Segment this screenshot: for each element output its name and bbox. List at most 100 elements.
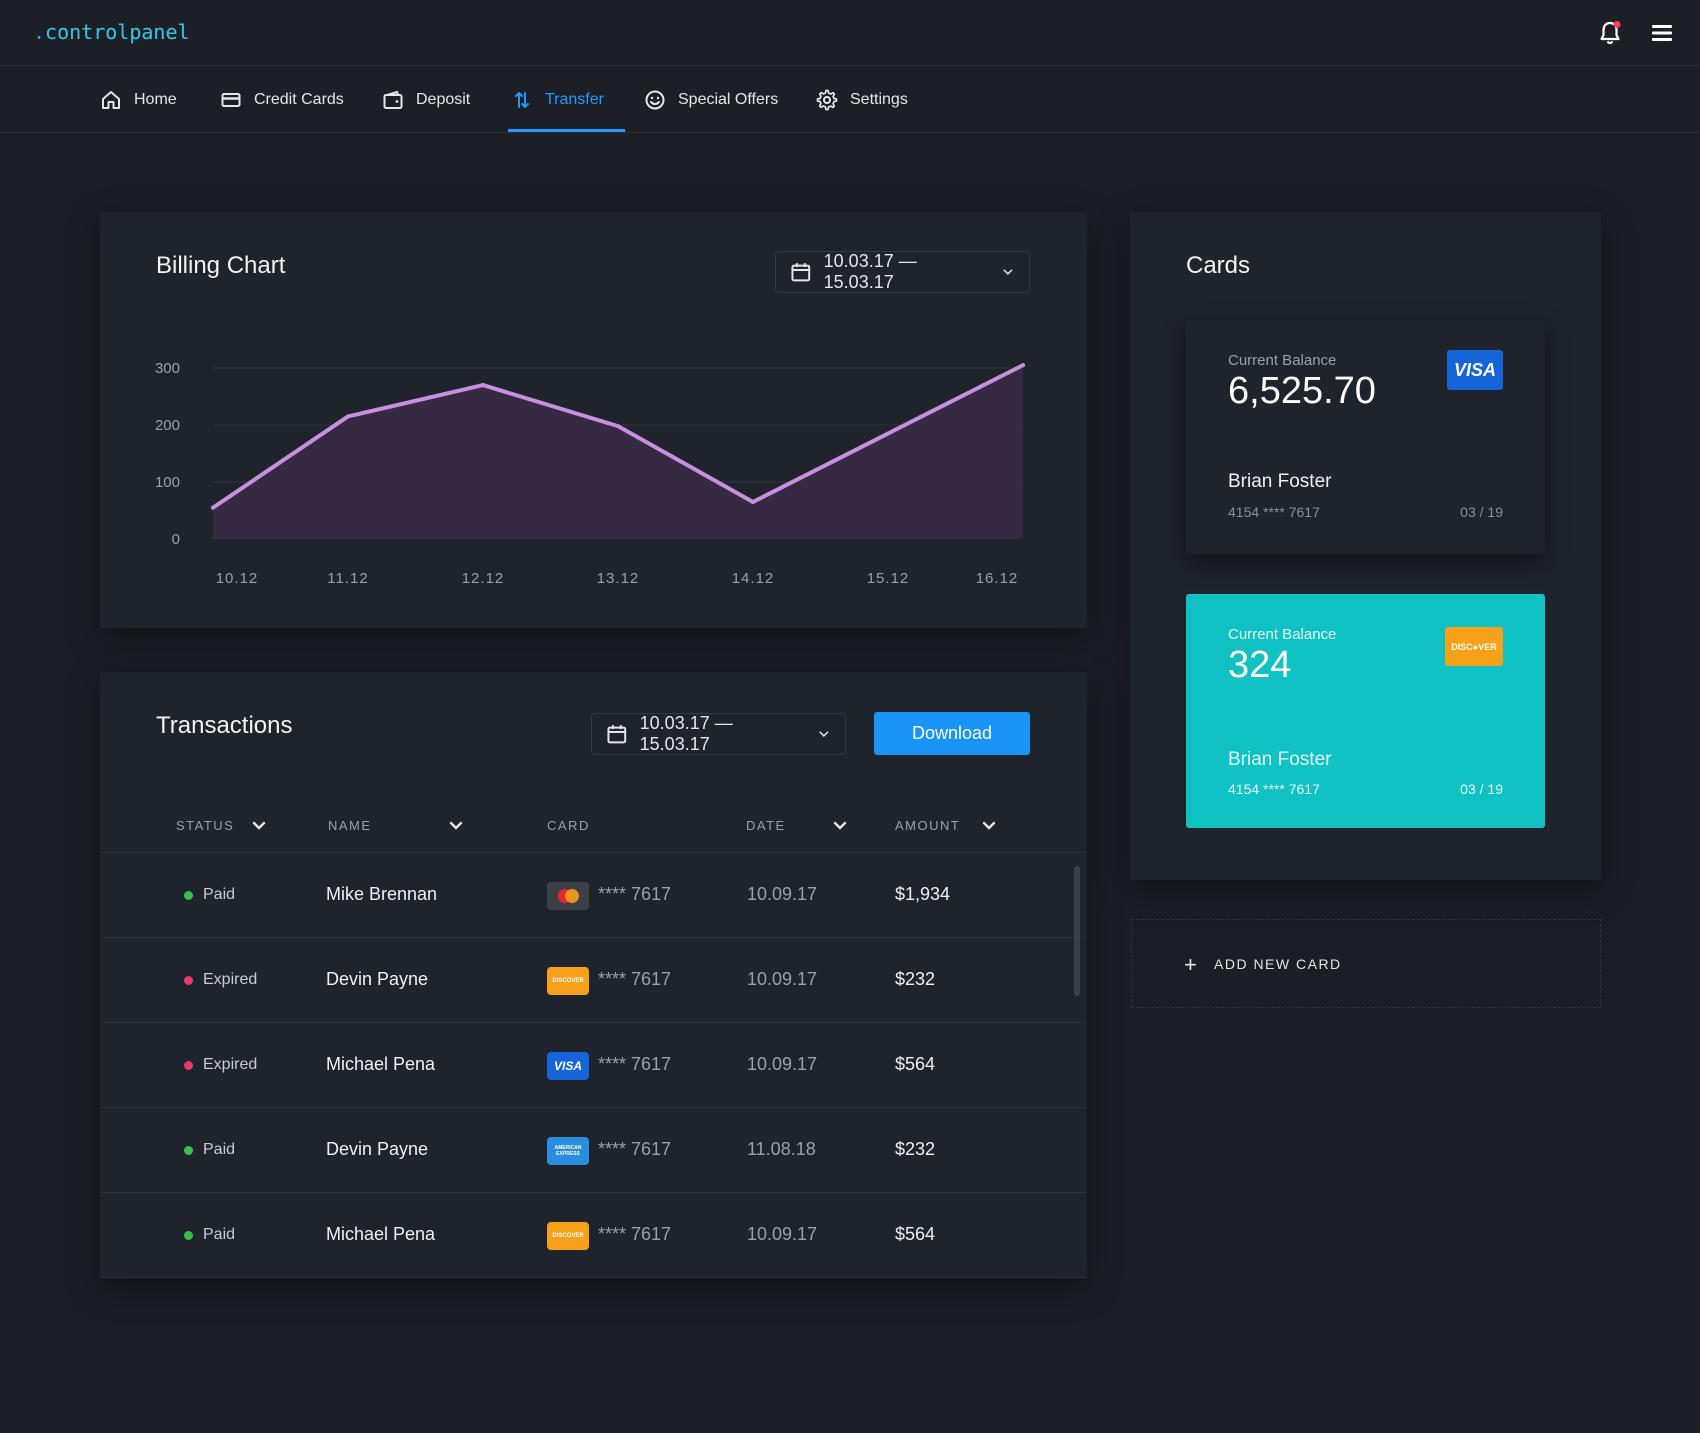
amount-sort-chevron-icon[interactable] — [981, 818, 997, 834]
chevron-down-icon — [1003, 269, 1013, 275]
nav-home-label: Home — [134, 90, 177, 108]
name-sort-chevron-icon[interactable] — [448, 818, 464, 834]
download-button[interactable]: Download — [874, 712, 1030, 755]
nav-settings-label: Settings — [850, 90, 908, 108]
card-number: **** 7617 — [598, 969, 672, 989]
date-sort-chevron-icon[interactable] — [832, 818, 848, 834]
nav-credit-cards[interactable]: Credit Cards — [220, 66, 344, 133]
table-scrollbar[interactable] — [1074, 866, 1080, 996]
transaction-date: 10.09.17 — [747, 969, 818, 989]
transfer-icon — [515, 91, 529, 108]
app-logo[interactable]: .controlpanel — [33, 20, 190, 44]
transactions-panel — [100, 672, 1087, 1278]
card-number: **** 7617 — [598, 1139, 672, 1159]
customer-name: Michael Pena — [326, 1054, 436, 1074]
column-header-date[interactable]: DATE — [746, 818, 786, 833]
gear-icon — [816, 89, 838, 110]
table-row[interactable]: Paid Mike Brennan **** 7617 10.09.17 $1,934 — [100, 852, 1087, 937]
chart-point — [886, 431, 890, 436]
card-balance-value: 6,525.70 — [1228, 370, 1376, 412]
customer-name: Michael Pena — [326, 1224, 436, 1244]
calendar-icon — [607, 725, 627, 744]
x-tick-label: 12.12 — [462, 570, 505, 587]
column-header-card: CARD — [547, 818, 590, 833]
top-bar: .controlpanel — [0, 0, 1700, 66]
chart-point — [616, 424, 620, 429]
status-text: Expired — [203, 1056, 258, 1073]
transactions-date-range-picker[interactable]: 10.03.17 — 15.03.17 — [591, 713, 846, 755]
main-nav: Home Credit Cards Deposit Transfer Speci… — [0, 66, 1700, 133]
transaction-amount: $564 — [895, 1224, 936, 1244]
y-tick-label: 200 — [155, 417, 180, 434]
status-text: Expired — [203, 971, 258, 988]
y-tick-label: 300 — [155, 360, 180, 377]
status-dot — [184, 891, 193, 900]
logo-text: controlpanel — [45, 20, 190, 44]
table-row[interactable]: Expired Devin Payne DISCOVER **** 7617 10.09… — [100, 937, 1087, 1022]
status-dot — [184, 976, 193, 985]
card-holder-name: Brian Foster — [1228, 471, 1332, 492]
x-tick-label: 14.12 — [732, 570, 775, 587]
hamburger-menu-icon[interactable] — [1650, 22, 1674, 44]
chart-point — [751, 499, 755, 504]
nav-transfer[interactable]: Transfer — [511, 66, 604, 133]
nav-special-offers-label: Special Offers — [678, 90, 779, 108]
x-tick-label: 15.12 — [867, 570, 910, 587]
transactions-date-range-text: 10.03.17 — 15.03.17 — [639, 713, 733, 754]
discover-logo: DISCOVER — [547, 967, 589, 995]
card-holder-name: Brian Foster — [1228, 749, 1332, 770]
column-header-amount[interactable]: AMOUNT — [895, 818, 961, 833]
transaction-date: 11.08.18 — [747, 1139, 816, 1159]
visa-card[interactable]: Current Balance 6,525.70 VISA Brian Fost… — [1186, 320, 1545, 554]
card-number: 4154 **** 7617 — [1228, 504, 1320, 520]
transactions-title: Transactions — [156, 712, 293, 739]
smiley-icon — [645, 90, 665, 109]
column-header-status[interactable]: STATUS — [176, 818, 235, 833]
table-bottom-border — [100, 1277, 1087, 1278]
card-number: 4154 **** 7617 — [1228, 781, 1320, 797]
add-new-card-button[interactable]: + ADD NEW CARD — [1131, 919, 1601, 1008]
card-balance-label: Current Balance — [1228, 352, 1337, 369]
status-sort-chevron-icon[interactable] — [251, 818, 267, 834]
table-row[interactable]: Paid Devin Payne AMERICAN EXPRESS **** 7617 1… — [100, 1107, 1087, 1192]
card-balance-label: Current Balance — [1228, 626, 1337, 643]
plus-icon: + — [1184, 952, 1197, 977]
transaction-amount: $232 — [895, 1139, 936, 1159]
visa-logo: VISA — [1447, 350, 1503, 390]
table-row[interactable]: Paid Michael Pena DISCOVER **** 7617 10.09.1… — [100, 1192, 1087, 1277]
status-text: Paid — [203, 1141, 236, 1158]
table-row[interactable]: Expired Michael Pena VISA **** 7617 10.09.17… — [100, 1022, 1087, 1107]
card-expiry: 03 / 19 — [1460, 781, 1503, 797]
calendar-icon — [791, 263, 811, 282]
add-new-card-label: ADD NEW CARD — [1214, 956, 1342, 972]
status-dot — [184, 1146, 193, 1155]
nav-deposit[interactable]: Deposit — [382, 66, 470, 133]
card-expiry: 03 / 19 — [1460, 504, 1503, 520]
billing-date-range-picker[interactable]: 10.03.17 — 15.03.17 — [775, 251, 1030, 293]
status-dot — [184, 1061, 193, 1070]
nav-credit-cards-label: Credit Cards — [254, 90, 344, 108]
x-tick-label: 11.12 — [327, 570, 368, 587]
nav-special-offers[interactable]: Special Offers — [644, 66, 778, 133]
chart-point — [346, 414, 350, 419]
card-balance-value: 324 — [1228, 644, 1292, 686]
discover-card[interactable]: Current Balance 324 DISC●VER Brian Foste… — [1186, 594, 1545, 828]
credit-card-icon — [221, 92, 241, 107]
nav-home[interactable]: Home — [100, 66, 177, 133]
card-number: **** 7617 — [598, 1224, 672, 1244]
mastercard-logo — [547, 882, 589, 910]
column-header-name[interactable]: NAME — [328, 818, 372, 833]
transaction-amount: $564 — [895, 1054, 936, 1074]
notification-bell-icon[interactable] — [1597, 20, 1623, 46]
x-tick-label: 10.12 — [216, 570, 259, 587]
nav-deposit-label: Deposit — [416, 90, 471, 108]
nav-settings[interactable]: Settings — [816, 66, 908, 133]
billing-chart-title: Billing Chart — [156, 252, 286, 279]
discover-logo: DISC●VER — [1445, 627, 1503, 666]
customer-name: Devin Payne — [326, 969, 429, 989]
chevron-down-icon — [819, 731, 829, 737]
status-dot — [184, 1231, 193, 1240]
wallet-icon — [383, 90, 403, 109]
logo-dot: . — [33, 20, 46, 44]
transaction-date: 10.09.17 — [747, 884, 818, 904]
